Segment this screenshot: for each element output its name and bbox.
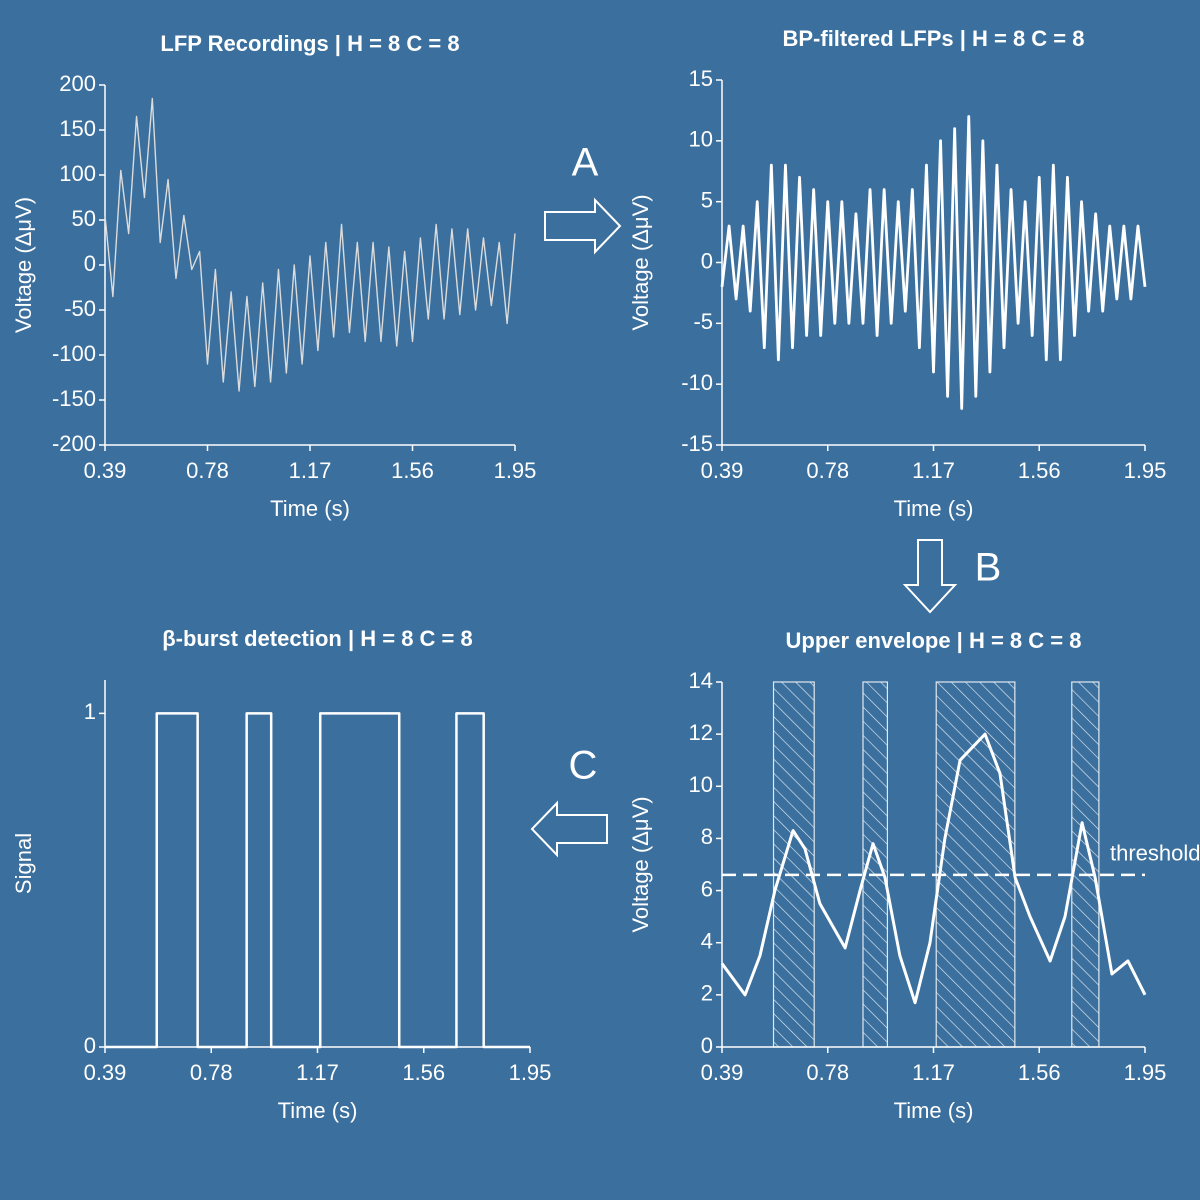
x-tick-label: 1.56 xyxy=(402,1060,445,1085)
x-tick-label: 1.17 xyxy=(289,458,332,483)
y-tick-label: 15 xyxy=(689,66,713,91)
y-tick-label: -150 xyxy=(52,386,96,411)
y-tick-label: 0 xyxy=(701,1033,713,1058)
x-tick-label: 0.78 xyxy=(186,458,229,483)
y-tick-label: 0 xyxy=(84,251,96,276)
y-tick-label: 0 xyxy=(84,1033,96,1058)
x-tick-label: 0.39 xyxy=(84,458,127,483)
y-tick-label: 5 xyxy=(701,187,713,212)
chart-title: LFP Recordings | H = 8 C = 8 xyxy=(160,31,459,56)
y-tick-label: 50 xyxy=(72,206,96,231)
y-tick-label: -15 xyxy=(681,431,713,456)
y-tick-label: -100 xyxy=(52,341,96,366)
x-tick-label: 1.95 xyxy=(1124,458,1167,483)
y-tick-label: 8 xyxy=(701,824,713,849)
y-tick-label: -10 xyxy=(681,370,713,395)
x-tick-label: 1.95 xyxy=(509,1060,552,1085)
y-tick-label: 100 xyxy=(59,161,96,186)
x-tick-label: 1.95 xyxy=(1124,1060,1167,1085)
x-tick-label: 0.39 xyxy=(84,1060,127,1085)
x-axis-label: Time (s) xyxy=(894,496,974,521)
y-axis-label: Voltage (ΔμV) xyxy=(628,194,653,330)
burst-region xyxy=(936,682,1015,1047)
x-tick-label: 1.17 xyxy=(912,1060,955,1085)
y-tick-label: 0 xyxy=(701,248,713,273)
y-tick-label: 14 xyxy=(689,668,713,693)
y-tick-label: 1 xyxy=(84,699,96,724)
chart-title: BP-filtered LFPs | H = 8 C = 8 xyxy=(782,26,1084,51)
y-axis-label: Signal xyxy=(11,833,36,894)
x-tick-label: 1.17 xyxy=(296,1060,339,1085)
y-tick-label: -200 xyxy=(52,431,96,456)
y-tick-label: 150 xyxy=(59,116,96,141)
y-tick-label: 10 xyxy=(689,127,713,152)
flow-label: A xyxy=(572,141,599,185)
y-tick-label: 10 xyxy=(689,772,713,797)
y-tick-label: 12 xyxy=(689,720,713,745)
x-tick-label: 1.17 xyxy=(912,458,955,483)
x-tick-label: 1.56 xyxy=(1018,1060,1061,1085)
y-tick-label: 200 xyxy=(59,71,96,96)
x-tick-label: 1.56 xyxy=(1018,458,1061,483)
chart-title: Upper envelope | H = 8 C = 8 xyxy=(786,628,1082,653)
y-tick-label: -5 xyxy=(693,309,713,334)
y-tick-label: -50 xyxy=(64,296,96,321)
x-tick-label: 0.39 xyxy=(701,1060,744,1085)
x-tick-label: 1.95 xyxy=(494,458,537,483)
threshold-label: threshold xyxy=(1110,841,1200,866)
y-tick-label: 4 xyxy=(701,929,713,954)
x-axis-label: Time (s) xyxy=(270,496,350,521)
y-tick-label: 2 xyxy=(701,981,713,1006)
x-axis-label: Time (s) xyxy=(894,1098,974,1123)
y-tick-label: 6 xyxy=(701,876,713,901)
y-axis-label: Voltage (ΔμV) xyxy=(628,796,653,932)
x-axis-label: Time (s) xyxy=(278,1098,358,1123)
x-tick-label: 0.78 xyxy=(806,1060,849,1085)
x-tick-label: 0.78 xyxy=(190,1060,233,1085)
x-tick-label: 0.39 xyxy=(701,458,744,483)
flow-label: B xyxy=(975,546,1002,590)
flow-label: C xyxy=(569,744,598,788)
y-axis-label: Voltage (ΔμV) xyxy=(11,197,36,333)
x-tick-label: 0.78 xyxy=(806,458,849,483)
x-tick-label: 1.56 xyxy=(391,458,434,483)
chart-title: β-burst detection | H = 8 C = 8 xyxy=(162,626,473,651)
